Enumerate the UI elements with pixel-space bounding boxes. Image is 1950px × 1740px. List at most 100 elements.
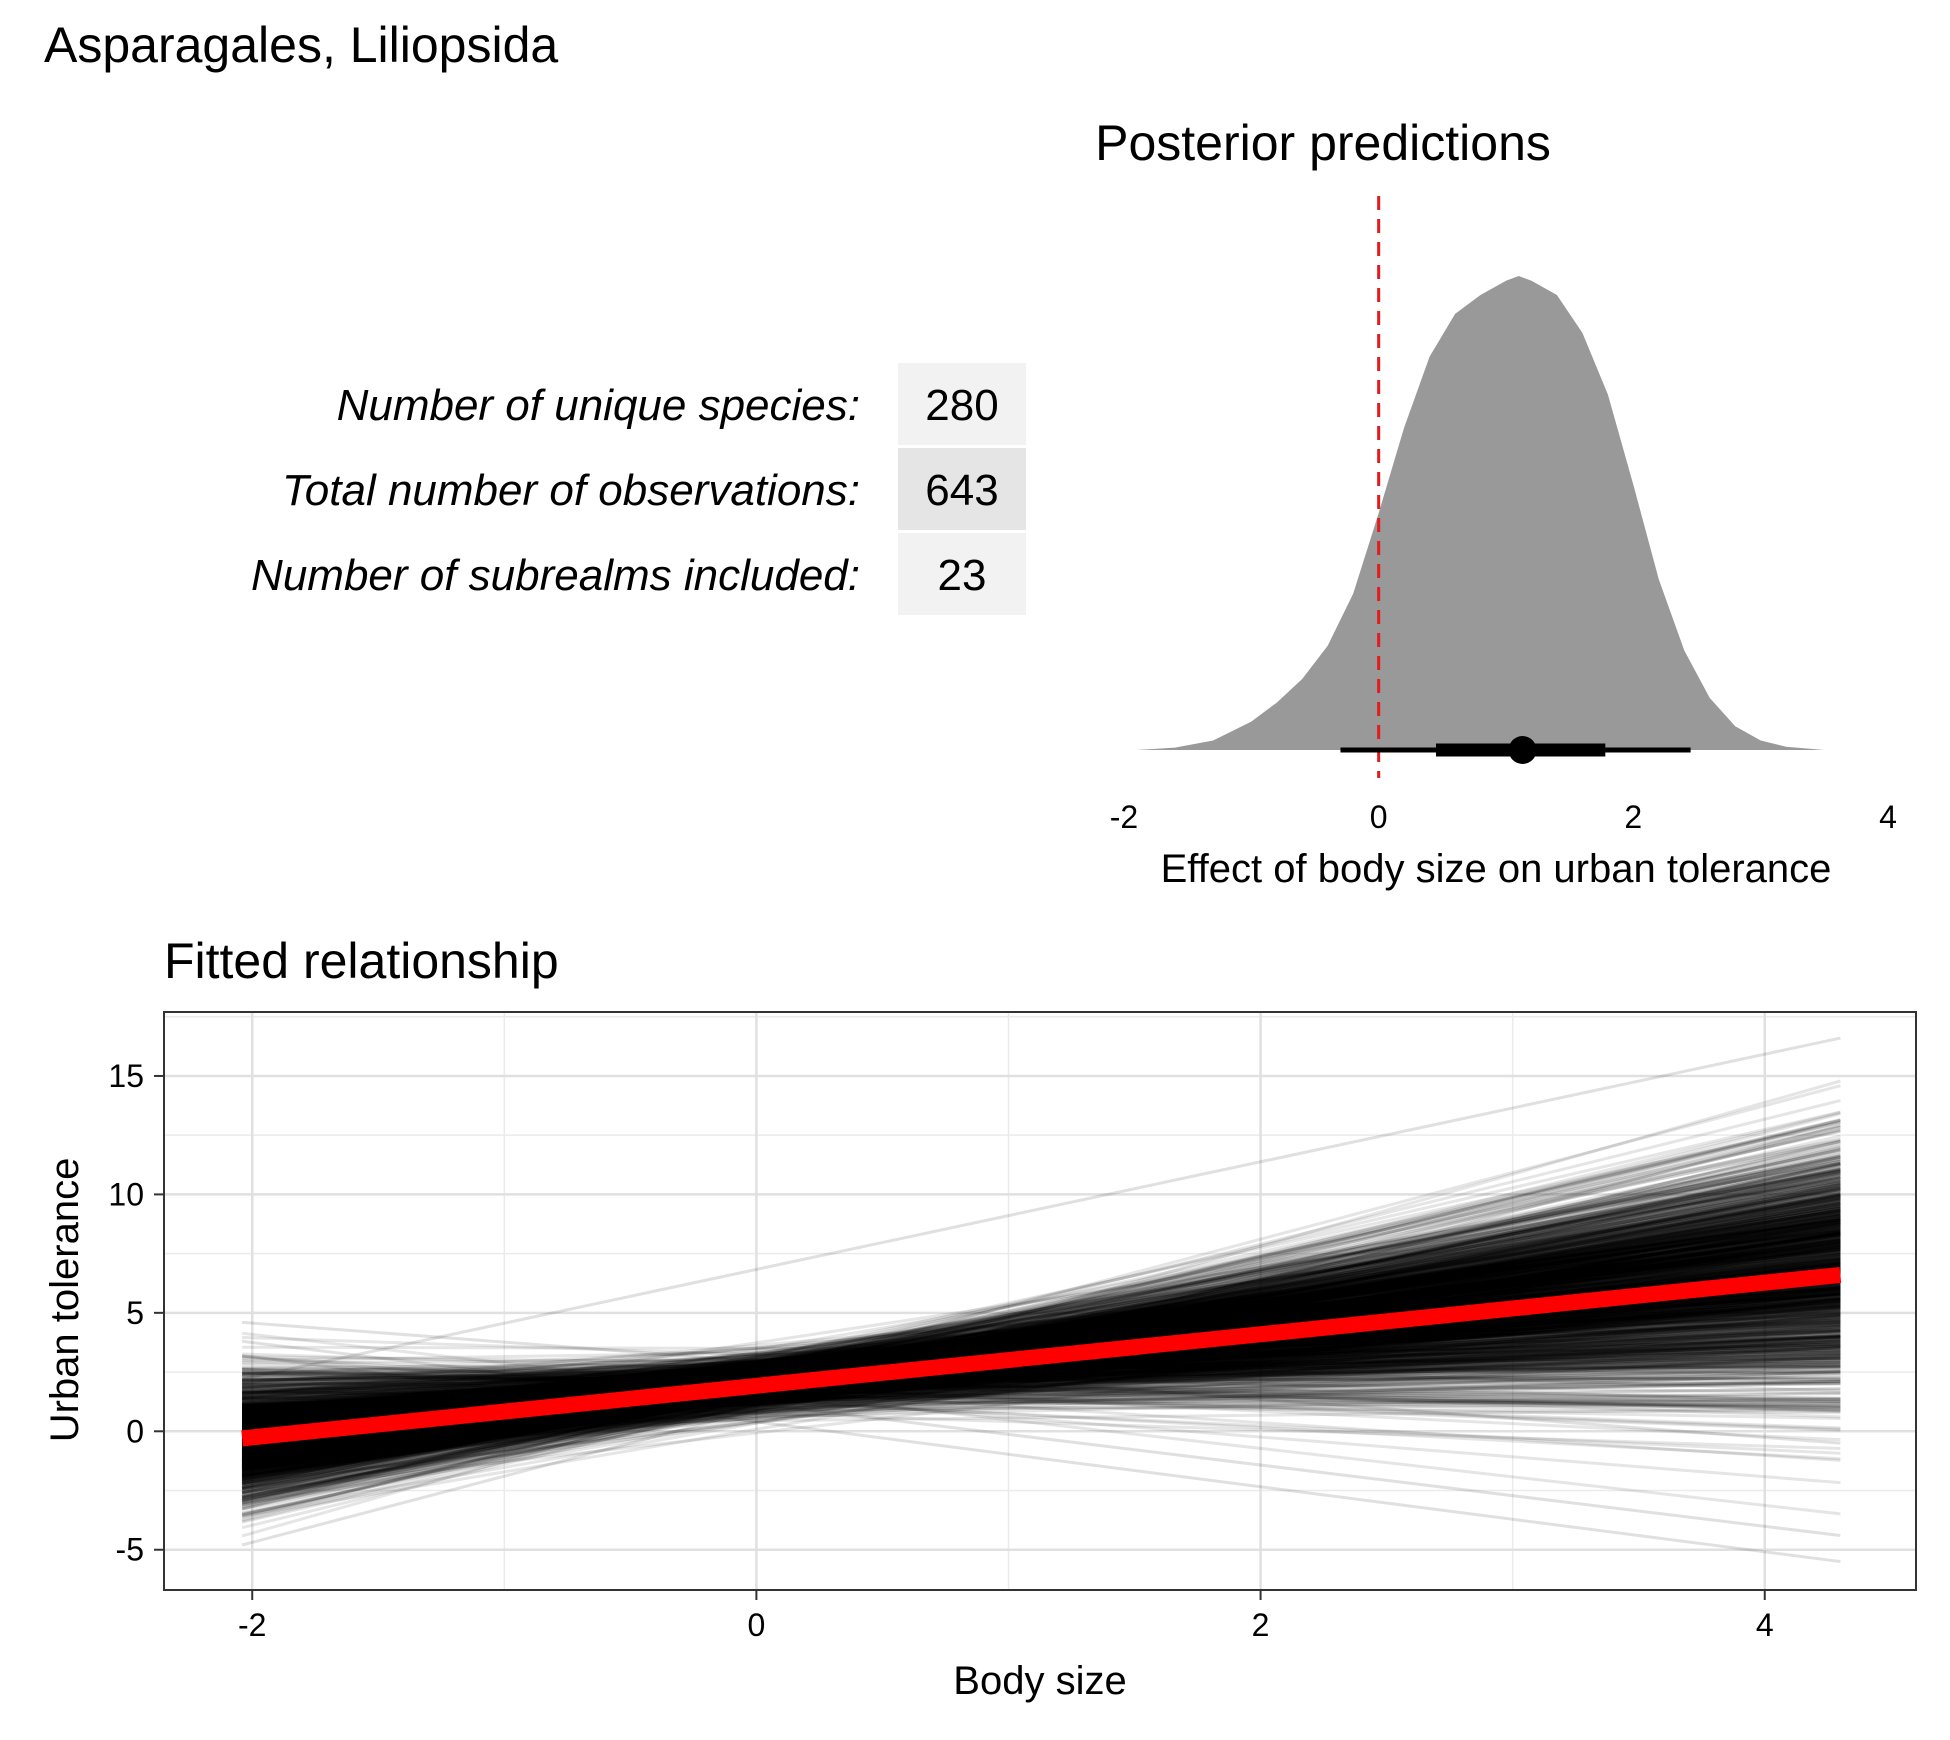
posterior-draw-line	[241, 1178, 1841, 1487]
posterior-draw-line	[242, 1319, 1841, 1420]
posterior-draw-line	[241, 1225, 1841, 1426]
posterior-draw-line	[241, 1129, 1841, 1490]
posterior-draw-line	[241, 1231, 1841, 1459]
posterior-draw-line	[241, 1240, 1841, 1431]
posterior-draw-line	[242, 1369, 1841, 1382]
posterior-draw-line	[241, 1186, 1841, 1491]
posterior-draw-line	[242, 1364, 1841, 1378]
posterior-draw-line	[241, 1218, 1841, 1469]
posterior-draw-line	[242, 1333, 1841, 1438]
posterior-draw-line	[241, 1253, 1841, 1478]
posterior-draw-line	[241, 1163, 1841, 1480]
posterior-draw-line	[241, 1298, 1841, 1452]
posterior-draw-line	[242, 1344, 1841, 1415]
posterior-draw-line	[241, 1218, 1841, 1435]
posterior-draw-line	[241, 1206, 1841, 1472]
posterior-draw-line	[242, 1352, 1841, 1392]
posterior-draw-line	[241, 1165, 1841, 1493]
posterior-draw-line	[241, 1316, 1841, 1456]
posterior-draw-line	[241, 1249, 1841, 1405]
posterior-draw-line	[242, 1390, 1841, 1405]
posterior-draw-line	[241, 1198, 1841, 1468]
posterior-draw-line	[241, 1219, 1841, 1461]
posterior-draw-line	[242, 1293, 1841, 1399]
posterior-draw-line	[242, 1357, 1841, 1376]
posterior-draw-line	[241, 1155, 1841, 1474]
posterior-draw-line	[241, 1290, 1841, 1485]
posterior-draw-line	[242, 1336, 1841, 1401]
posterior-draw-line	[242, 1353, 1841, 1446]
posterior-draw-line	[242, 1373, 1841, 1384]
posterior-draw-line	[241, 1118, 1841, 1500]
posterior-draw-line	[241, 1238, 1841, 1436]
posterior-draw-line	[241, 1310, 1841, 1421]
posterior-draw-line	[241, 1142, 1841, 1508]
posterior-draw-line	[241, 1169, 1841, 1481]
posterior-draw-line	[241, 1147, 1841, 1511]
posterior-draw-line	[241, 1191, 1841, 1471]
posterior-draw-line	[241, 1251, 1841, 1425]
posterior-draw-line	[242, 1349, 1841, 1393]
posterior-draw-line	[241, 1287, 1841, 1450]
posterior-draw-line	[241, 1257, 1841, 1421]
posterior-draw-line	[241, 1118, 1841, 1494]
posterior-draw-line	[242, 1348, 1841, 1415]
posterior-draw-line	[241, 1216, 1841, 1470]
posterior-draw-line	[241, 1118, 1841, 1520]
posterior-draw-line	[241, 1186, 1841, 1479]
posterior-draw-line	[242, 1364, 1841, 1386]
posterior-draw-line	[241, 1207, 1841, 1432]
stat-value-observations: 643	[925, 466, 998, 515]
posterior-draw-line	[241, 1264, 1841, 1417]
posterior-draw-line	[241, 1297, 1841, 1465]
stat-label-subrealms: Number of subrealms included:	[251, 551, 860, 600]
posterior-draw-line	[241, 1221, 1841, 1476]
posterior-draw-line	[241, 1246, 1841, 1435]
posterior-draw-line	[241, 1256, 1841, 1410]
posterior-draw-line	[241, 1206, 1841, 1475]
posterior-draw-line	[242, 1391, 1841, 1409]
posterior-draw-line	[241, 1196, 1841, 1472]
posterior-draw-line	[241, 1172, 1841, 1481]
y-tick-label: 15	[108, 1058, 144, 1094]
posterior-draw-line	[242, 1334, 1841, 1409]
posterior-draw-line	[241, 1242, 1841, 1433]
posterior-draw-line	[241, 1243, 1841, 1435]
posterior-draw-line	[242, 1337, 1841, 1402]
posterior-draw-line	[241, 1246, 1841, 1419]
posterior-draw-line	[241, 1188, 1841, 1482]
posterior-draw-line	[241, 1224, 1841, 1471]
posterior-draw-line	[241, 1308, 1841, 1464]
posterior-draw-line	[241, 1312, 1841, 1465]
posterior-draw-line	[241, 1214, 1841, 1467]
posterior-draw-line	[241, 1289, 1841, 1447]
posterior-draw-line	[241, 1178, 1841, 1475]
posterior-draw-line	[241, 1219, 1841, 1425]
posterior-draw-line	[241, 1238, 1841, 1438]
posterior-draw-line	[241, 1175, 1841, 1482]
posterior-x-label: Effect of body size on urban tolerance	[1161, 847, 1832, 891]
posterior-draw-line	[241, 1212, 1841, 1475]
posterior-draw-line	[241, 1232, 1841, 1461]
posterior-draw-line	[242, 1322, 1841, 1420]
posterior-draw-line	[241, 1248, 1841, 1431]
posterior-draw-line	[242, 1355, 1841, 1394]
posterior-draw-line	[242, 1386, 1841, 1403]
posterior-draw-line	[241, 1188, 1841, 1435]
posterior-draw-line	[241, 1208, 1841, 1476]
stat-value-subrealms: 23	[938, 551, 987, 600]
posterior-draw-line	[241, 1209, 1841, 1475]
posterior-draw-line	[241, 1268, 1841, 1412]
posterior-draw-line	[241, 1253, 1841, 1418]
posterior-draw-line	[241, 1215, 1841, 1470]
posterior-draw-line	[242, 1354, 1841, 1442]
posterior-draw-line	[241, 1244, 1841, 1518]
posterior-draw-line	[242, 1362, 1841, 1395]
posterior-draw-line	[242, 1349, 1841, 1399]
posterior-draw-line	[241, 1325, 1841, 1456]
posterior-draw-line	[241, 1242, 1841, 1430]
posterior-draw-line	[242, 1338, 1841, 1413]
posterior-draw-line	[241, 1288, 1841, 1463]
posterior-draw-line	[242, 1347, 1841, 1387]
